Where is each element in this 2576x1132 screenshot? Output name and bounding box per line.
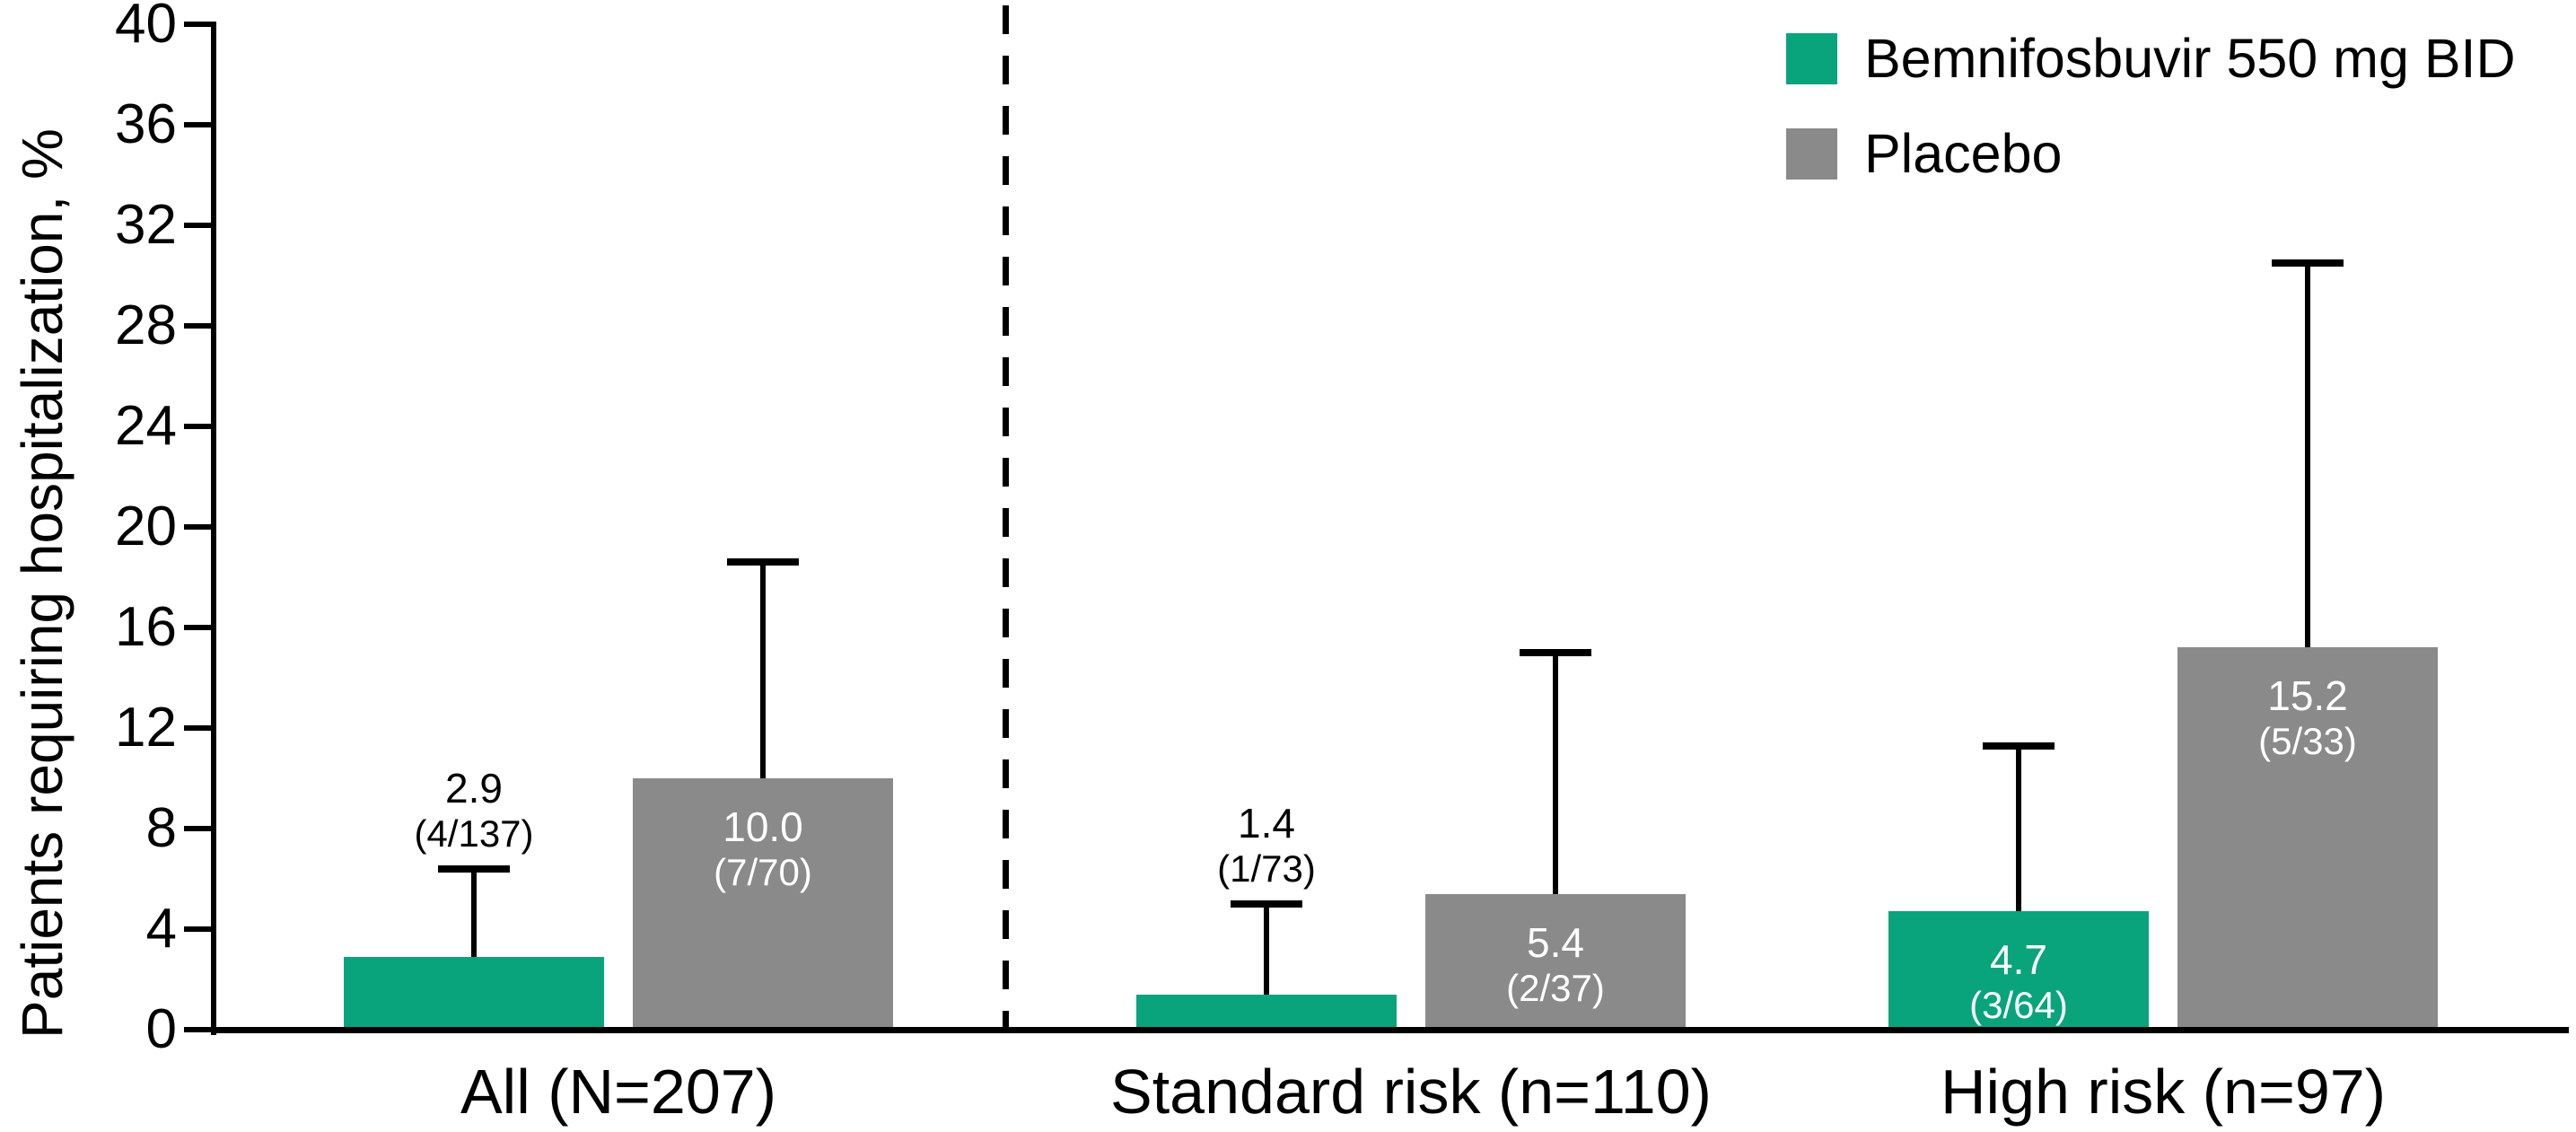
category-label: Standard risk (n=110) xyxy=(1110,1057,1712,1127)
separator-dashed-line xyxy=(1003,5,1009,1028)
bar xyxy=(1136,994,1397,1032)
y-tick xyxy=(184,22,211,27)
bar xyxy=(633,778,893,1032)
legend-item: Placebo xyxy=(1786,122,2516,185)
bar-value-count: (4/137) xyxy=(414,812,534,855)
y-tick xyxy=(184,1027,211,1032)
error-bar-cap xyxy=(1231,900,1302,908)
y-tick xyxy=(184,826,211,831)
legend-item: Bemnifosbuvir 550 mg BID xyxy=(1786,27,2516,90)
y-tick xyxy=(184,122,211,127)
y-tick-label: 16 xyxy=(115,596,177,658)
y-tick xyxy=(184,926,211,932)
legend-label: Placebo xyxy=(1864,123,2063,184)
error-bar-whisker xyxy=(2305,263,2310,648)
y-tick-label: 4 xyxy=(145,898,177,960)
y-tick-label: 28 xyxy=(115,294,177,356)
y-tick xyxy=(184,223,211,228)
bar-value-label: 15.2 (5/33) xyxy=(2177,672,2438,764)
bar-value-count: (5/33) xyxy=(2258,720,2357,763)
bar-value-count: (2/37) xyxy=(1506,966,1605,1009)
y-tick-label: 8 xyxy=(145,797,177,859)
bar-value-percent: 4.7 xyxy=(1990,936,2047,984)
error-bar-cap xyxy=(2272,259,2344,267)
error-bar-whisker xyxy=(471,868,477,957)
bar-value-label: 1.4 (1/73) xyxy=(1136,800,1397,891)
y-tick xyxy=(184,725,211,731)
y-tick xyxy=(184,424,211,429)
error-bar-whisker xyxy=(1553,653,1558,894)
y-tick-label: 0 xyxy=(145,998,177,1060)
bar-value-label: 10.0 (7/70) xyxy=(633,803,893,895)
bar-value-percent: 5.4 xyxy=(1527,918,1584,966)
y-tick-label: 36 xyxy=(115,93,177,155)
error-bar-whisker xyxy=(760,562,766,778)
y-tick-label: 20 xyxy=(115,496,177,557)
y-tick-label: 32 xyxy=(115,194,177,256)
error-bar-whisker xyxy=(1264,904,1269,995)
bar-value-percent: 2.9 xyxy=(445,764,503,812)
category-label: High risk (n=97) xyxy=(1940,1057,2386,1127)
y-tick xyxy=(184,625,211,630)
legend-label: Bemnifosbuvir 550 mg BID xyxy=(1864,28,2516,89)
bar xyxy=(1888,911,2149,1032)
legend-swatch xyxy=(1786,127,1837,180)
bar-value-percent: 1.4 xyxy=(1238,800,1295,847)
bar-value-label: 4.7 (3/64) xyxy=(1888,936,2149,1028)
error-bar-cap xyxy=(1983,742,2055,750)
bar xyxy=(1425,893,1686,1032)
error-bar-cap xyxy=(727,558,799,566)
y-tick xyxy=(184,323,211,329)
y-tick-label: 24 xyxy=(115,395,177,457)
bar xyxy=(344,956,604,1032)
bar-value-count: (1/73) xyxy=(1217,847,1316,890)
x-axis-line xyxy=(211,1027,2569,1033)
y-axis-line xyxy=(211,22,216,1035)
y-tick-label: 40 xyxy=(115,0,177,55)
bar-value-count: (7/70) xyxy=(714,851,812,893)
bar-value-count: (3/64) xyxy=(1969,984,2068,1027)
y-tick xyxy=(184,524,211,530)
bar-value-label: 2.9 (4/137) xyxy=(344,765,604,856)
bar xyxy=(2177,647,2438,1032)
legend: Bemnifosbuvir 550 mg BID Placebo xyxy=(1786,27,2516,217)
legend-swatch xyxy=(1786,32,1837,84)
error-bar-cap xyxy=(438,864,510,873)
y-tick-label: 12 xyxy=(115,697,177,759)
error-bar-whisker xyxy=(2016,745,2021,912)
bar-value-percent: 10.0 xyxy=(723,803,803,850)
error-bar-cap xyxy=(1520,649,1591,656)
bar-value-label: 5.4 (2/37) xyxy=(1425,919,1686,1011)
category-label: All (N=207) xyxy=(460,1057,777,1127)
bar-value-percent: 15.2 xyxy=(2267,672,2348,720)
